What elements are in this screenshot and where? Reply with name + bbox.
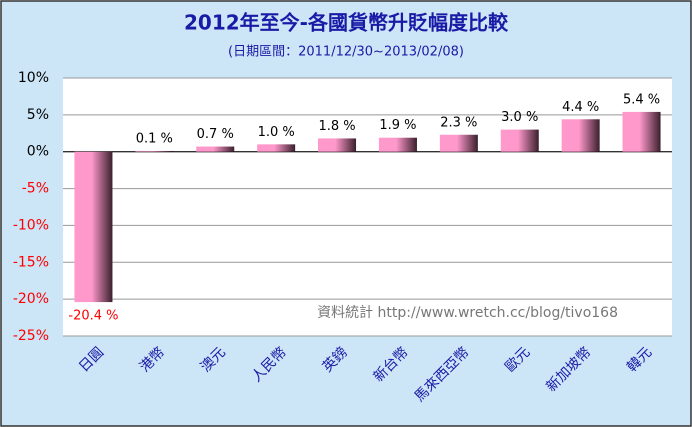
y-tick-label: -20% <box>13 291 49 307</box>
y-tick-label: 10% <box>18 70 49 86</box>
bar <box>500 129 539 152</box>
bar <box>257 144 296 152</box>
data-label: 3.0 % <box>501 110 538 125</box>
data-label: 4.4 % <box>562 100 599 115</box>
data-label: 0.1 % <box>136 131 173 146</box>
chart-subtitle: (日期區間：2011/12/30~2013/02/08) <box>228 45 464 60</box>
data-label: 5.4 % <box>623 92 660 107</box>
data-label: 1.0 % <box>258 125 295 140</box>
data-label: 1.9 % <box>379 118 416 133</box>
bar <box>561 119 600 152</box>
annotation: 資料統計 http://www.wretch.cc/blog/tivo168 <box>317 305 618 321</box>
bar <box>135 150 174 152</box>
y-tick-label: -10% <box>13 217 49 233</box>
bar <box>196 146 235 152</box>
y-tick-label: -15% <box>13 254 49 270</box>
data-label: 0.7 % <box>197 127 234 142</box>
bar <box>318 138 357 152</box>
plot-area <box>63 78 672 336</box>
bar <box>439 134 478 152</box>
data-label: 1.8 % <box>318 119 355 134</box>
bar <box>622 111 661 152</box>
bar <box>378 137 417 152</box>
y-tick-label: -25% <box>13 328 49 344</box>
data-label: -20.4 % <box>68 309 118 324</box>
data-label: 2.3 % <box>440 115 477 130</box>
y-tick-label: 5% <box>27 107 49 123</box>
chart-title: 2012年至今-各國貨幣升貶幅度比較 <box>184 11 509 35</box>
bar <box>74 151 113 303</box>
y-tick-label: -5% <box>22 181 49 197</box>
y-tick-label: 0% <box>27 144 49 160</box>
